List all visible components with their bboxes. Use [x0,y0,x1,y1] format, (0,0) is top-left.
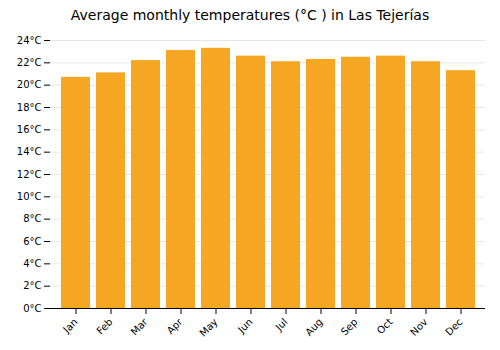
svg-text:10°C: 10°C [17,191,42,202]
svg-text:Aug: Aug [303,316,325,338]
svg-text:Jul: Jul [273,316,290,333]
svg-text:22°C: 22°C [17,57,42,68]
svg-text:0°C: 0°C [23,303,41,314]
svg-text:2°C: 2°C [23,280,41,291]
html-text:Average monthly temperatures (: Average monthly temperatures (°C ) in La… [70,7,430,23]
svg-text:24°C: 24°C [17,35,42,46]
svg-text:Nov: Nov [408,316,430,338]
svg-text:20°C: 20°C [17,79,42,90]
svg-text:Oct: Oct [375,316,395,336]
svg-text:6°C: 6°C [23,236,41,247]
svg-text:Jun: Jun [235,316,255,336]
svg-text:18°C: 18°C [17,102,42,113]
svg-text:Sep: Sep [339,316,360,337]
svg-text:May: May [197,316,219,338]
svg-text:Mar: Mar [129,316,151,338]
svg-text:8°C: 8°C [23,213,41,224]
svg-text:4°C: 4°C [23,258,41,269]
svg-text:14°C: 14°C [17,146,42,157]
svg-text:Dec: Dec [443,316,464,337]
svg-text:12°C: 12°C [17,169,42,180]
svg-text:Apr: Apr [165,316,186,337]
svg-text:Jan: Jan [60,316,79,335]
svg-text:Feb: Feb [94,316,114,336]
svg-text:16°C: 16°C [17,124,42,135]
